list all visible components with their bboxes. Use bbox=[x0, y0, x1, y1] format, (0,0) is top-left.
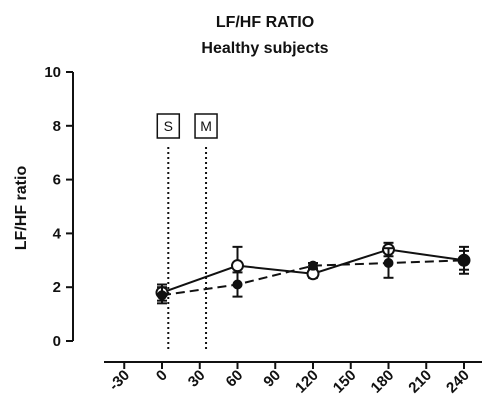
series-1-point bbox=[231, 259, 244, 273]
series-2-point bbox=[232, 279, 243, 290]
marker-box-m bbox=[194, 113, 218, 139]
x-tick-label: 120 bbox=[292, 367, 322, 397]
marker-label-m: M bbox=[200, 118, 212, 134]
x-tick-label: 180 bbox=[368, 367, 398, 397]
x-tick-label: 90 bbox=[260, 367, 284, 391]
x-tick-label: 150 bbox=[330, 367, 360, 397]
chart-subtitle: Healthy subjects bbox=[201, 40, 328, 57]
y-tick-label: 4 bbox=[53, 225, 62, 242]
y-tick-label: 8 bbox=[53, 118, 61, 135]
series-2-point bbox=[459, 255, 469, 266]
marker-label-s: S bbox=[164, 118, 173, 134]
series-2-point bbox=[157, 290, 167, 301]
plot-area: 0 2 4 6 8 10 -30 0 30 60 90 120 150 180 210 240 S M bbox=[44, 64, 482, 397]
x-tick-label: 30 bbox=[185, 367, 209, 391]
x-tick-label: 210 bbox=[405, 367, 435, 397]
y-tick-label: 2 bbox=[53, 279, 61, 296]
series-2-point bbox=[308, 260, 318, 271]
x-tick-label: 0 bbox=[153, 367, 171, 385]
marker-box-s bbox=[156, 113, 181, 139]
series-2-point bbox=[383, 257, 394, 268]
chart-title: LF/HF RATIO bbox=[216, 14, 314, 31]
y-tick-label: 6 bbox=[53, 172, 61, 189]
y-tick-label: 0 bbox=[53, 333, 61, 350]
x-tick-label: 60 bbox=[223, 367, 247, 391]
y-axis-label: LF/HF ratio bbox=[13, 166, 30, 251]
x-tick-label: -30 bbox=[106, 367, 133, 394]
x-tick-label: 240 bbox=[443, 367, 473, 397]
y-tick-label: 10 bbox=[44, 64, 61, 81]
